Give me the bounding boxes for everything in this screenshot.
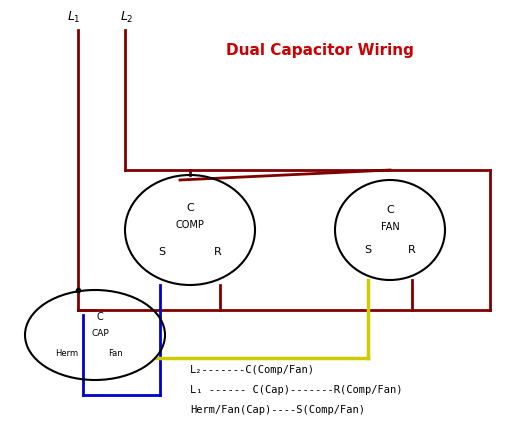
Text: Dual Capacitor Wiring: Dual Capacitor Wiring: [226, 43, 414, 58]
Text: Fan: Fan: [107, 349, 122, 358]
Text: Herm/Fan(Cap)----S(Comp/Fan): Herm/Fan(Cap)----S(Comp/Fan): [190, 405, 365, 415]
Text: C: C: [186, 203, 194, 213]
Text: R: R: [408, 245, 416, 255]
Text: R: R: [214, 247, 222, 257]
Text: S: S: [159, 247, 165, 257]
Text: $L_1$: $L_1$: [67, 10, 81, 25]
Text: Herm: Herm: [55, 349, 79, 358]
Text: L₂-------C(Comp/Fan): L₂-------C(Comp/Fan): [190, 365, 315, 375]
Text: C: C: [386, 205, 394, 215]
Text: $L_2$: $L_2$: [120, 10, 134, 25]
Text: S: S: [364, 245, 371, 255]
Text: CAP: CAP: [91, 329, 109, 338]
Text: C: C: [97, 312, 103, 322]
Text: FAN: FAN: [380, 222, 400, 232]
Text: COMP: COMP: [176, 220, 204, 230]
Text: L₁ ------ C(Cap)-------R(Comp/Fan): L₁ ------ C(Cap)-------R(Comp/Fan): [190, 385, 403, 395]
